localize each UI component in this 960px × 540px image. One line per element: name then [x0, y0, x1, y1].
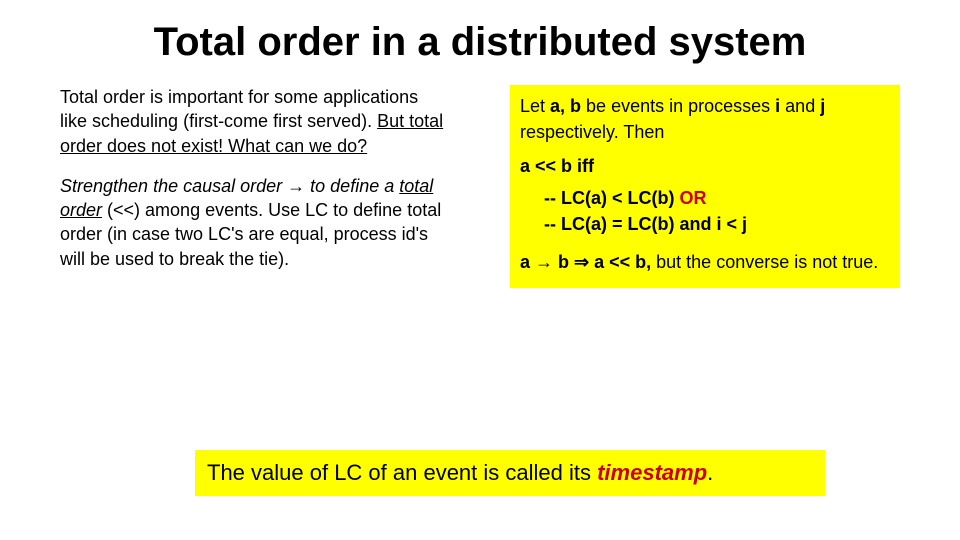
- iff-rule: a << b iff: [520, 153, 890, 179]
- process-j: j: [820, 96, 825, 116]
- left-p2-mid: to define a: [305, 176, 399, 196]
- events-ab: a, b: [550, 96, 581, 116]
- left-p1-text: Total order is important for some applic…: [60, 87, 418, 131]
- definition-intro: Let a, b be events in processes i and j …: [520, 93, 890, 145]
- two-column-body: Total order is important for some applic…: [0, 65, 960, 288]
- slide-title: Total order in a distributed system: [0, 0, 960, 65]
- intro-text-a: Let: [520, 96, 550, 116]
- definition-box: Let a, b be events in processes i and j …: [510, 85, 900, 288]
- converse-note: a → b ⇒ a << b, but the converse is not …: [520, 249, 890, 275]
- causal-arrow-icon: →: [287, 176, 305, 196]
- conv-a: a: [520, 252, 535, 272]
- left-paragraph-2: Strengthen the causal order → to define …: [60, 174, 450, 271]
- intro-text-e: and: [780, 96, 820, 116]
- conv-d: but the converse is not true.: [651, 252, 878, 272]
- left-paragraph-1: Total order is important for some applic…: [60, 85, 450, 158]
- right-column: Let a, b be events in processes i and j …: [510, 85, 900, 288]
- condition-2: -- LC(a) = LC(b) and i < j: [544, 211, 890, 237]
- left-p2-lead: Strengthen the causal order: [60, 176, 287, 196]
- timestamp-term: timestamp: [597, 460, 707, 485]
- left-column: Total order is important for some applic…: [60, 85, 450, 288]
- footer-highlight: The value of LC of an event is called it…: [195, 450, 825, 496]
- cond1-text: -- LC(a) < LC(b): [544, 188, 679, 208]
- or-keyword: OR: [679, 188, 706, 208]
- implies-arrow-icon: →: [535, 252, 553, 272]
- condition-1: -- LC(a) < LC(b) OR: [544, 185, 890, 211]
- left-p2-tail: (<<) among events. Use LC to define tota…: [60, 200, 441, 269]
- footer-text: The value of LC of an event is called it…: [207, 460, 597, 485]
- intro-text-g: respectively. Then: [520, 122, 664, 142]
- slide: Total order in a distributed system Tota…: [0, 0, 960, 540]
- spacer: [520, 237, 890, 249]
- intro-text-c: be events in processes: [581, 96, 775, 116]
- footer-period: .: [707, 460, 713, 485]
- conv-c: b ⇒ a << b,: [553, 252, 651, 272]
